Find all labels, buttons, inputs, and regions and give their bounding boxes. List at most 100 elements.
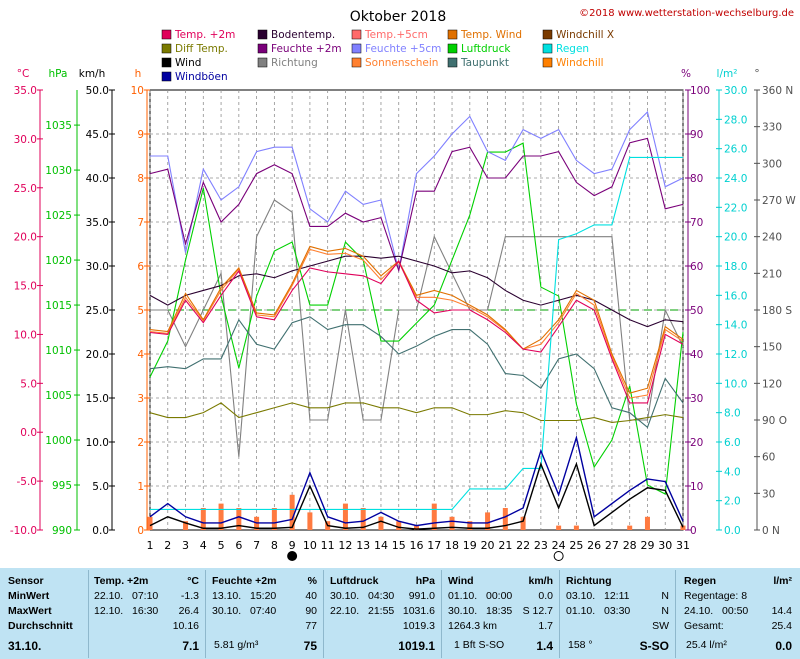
wind-min-time: 00:00 <box>486 590 513 602</box>
rain-tick-label: 28.0 <box>724 114 747 126</box>
day-label: 20 <box>481 539 495 552</box>
temp-unit: °C <box>187 575 199 587</box>
sensor-row-avg: Durchschnitt <box>8 620 73 632</box>
axes: 35.030.025.020.015.010.05.00.0-5.0-10.0°… <box>10 68 796 561</box>
hum-unit-label: % <box>681 68 691 80</box>
dir-tick-label: 300 <box>762 158 782 170</box>
dir-tick-label: 60 <box>762 452 775 464</box>
rain-unit: l/m² <box>773 575 792 587</box>
series-richtung <box>150 199 684 457</box>
rain-total-label: Gesamt: <box>684 620 724 632</box>
wind-tick-label: 50.0 <box>86 85 109 97</box>
dir-max: N <box>661 605 669 617</box>
day-label: 3 <box>182 539 189 552</box>
hum-min-date: 13.10. <box>212 590 242 602</box>
summary-rain-col: Regen l/m² Regentage: 8 24.10. 00:50 14.4 G… <box>684 568 792 659</box>
rain-tick-label: 30.0 <box>724 85 747 97</box>
legend-swatch <box>257 43 268 54</box>
sensor-row-max: MaxWert <box>8 605 52 617</box>
rain-tick-label: 6.0 <box>724 437 741 449</box>
day-label: 18 <box>445 539 459 552</box>
day-label: 2 <box>164 539 171 552</box>
sunshine-bar <box>396 521 402 530</box>
rain-max: 14.4 <box>771 605 792 617</box>
sunshine-bar <box>307 512 313 530</box>
wind-max: S 12.7 <box>522 605 553 617</box>
dir-title: Richtung <box>566 575 612 587</box>
hum-tick-label: 40 <box>690 349 703 361</box>
day-label: 22 <box>516 539 530 552</box>
day-label: 6 <box>235 539 242 552</box>
legend-label: Wind <box>175 57 201 69</box>
wind-tick-label: 15.0 <box>86 393 109 405</box>
day-label: 16 <box>410 539 424 552</box>
legend-swatch <box>161 57 172 68</box>
wind-tick-label: 40.0 <box>86 173 109 185</box>
legend-label: Sonnenschein <box>365 57 438 69</box>
press-max-time: 21:55 <box>368 605 395 617</box>
temp-tick-label: 10.0 <box>14 329 37 341</box>
day-label: 12 <box>338 539 352 552</box>
wind-min-date: 01.10. <box>448 590 478 602</box>
sun-tick-label: 2 <box>137 437 144 449</box>
temp-tick-label: -5.0 <box>17 476 38 488</box>
legend-label: Richtung <box>271 57 318 69</box>
hum-tick-label: 60 <box>690 261 703 273</box>
sunshine-bar <box>573 525 579 530</box>
press-tick-label: 1015 <box>45 300 72 312</box>
temp-max-time: 16:30 <box>132 605 159 617</box>
series-regen <box>150 156 683 511</box>
rain-tick-label: 16.0 <box>724 290 747 302</box>
hum-max: 90 <box>305 605 317 617</box>
summary-press-col: Luftdruck hPa 30.10. 04:30 991.0 22.10. 21:5… <box>330 568 438 659</box>
press-tick-label: 1025 <box>45 210 72 222</box>
hum-tick-label: 100 <box>690 85 710 97</box>
legend-label: Taupunkt <box>460 57 509 69</box>
rain-tick-label: 0.0 <box>724 525 741 537</box>
legend-swatch <box>542 29 553 40</box>
summary-hum-col: Feuchte +2m% 13.10. 15:20 40 30.10. 07:40 90… <box>212 568 320 659</box>
legend-label: Windchill X <box>556 29 614 41</box>
wind-tick-label: 25.0 <box>86 305 109 317</box>
temp-max-date: 12.10. <box>94 605 124 617</box>
day-label: 11 <box>321 539 335 552</box>
series-windb-en <box>149 434 684 527</box>
temp-tick-label: 30.0 <box>14 134 37 146</box>
press-tick-label: 995 <box>52 480 72 492</box>
sun-tick-label: 5 <box>137 305 144 317</box>
sunshine-bar <box>147 516 153 530</box>
dir-tick-label: 90 O <box>762 415 787 427</box>
series-taupunkt <box>149 316 684 429</box>
legend-swatch <box>257 29 268 40</box>
press-max: 1031.6 <box>402 605 435 617</box>
sensor-row-min: MinWert <box>8 590 50 602</box>
sunshine-bar <box>644 516 650 530</box>
sunshine-bar <box>378 516 384 530</box>
series-feuchte-2m <box>149 137 684 273</box>
sunshine-bar <box>502 508 508 530</box>
summary-temp-col: Temp. +2m °C 22.10. 07:10 -1.3 12.10. 16:30 2… <box>94 568 202 659</box>
plot-area <box>147 110 686 530</box>
legend-label: Regen <box>556 43 589 55</box>
wind-bft: 1 Bft S-SO <box>454 639 505 651</box>
hum-avg: 77 <box>305 620 317 632</box>
series-wind <box>149 461 684 530</box>
series-temp-2m <box>149 260 684 404</box>
legend-swatch <box>257 57 268 68</box>
wind-max-date: 30.10. <box>448 605 478 617</box>
hum-title: Feuchte +2m <box>212 575 277 587</box>
sunshine-bar <box>627 525 633 530</box>
wind-max-time: 18:35 <box>486 605 513 617</box>
day-label: 21 <box>498 539 512 552</box>
sunshine-bar <box>360 508 366 530</box>
sunshine-bar <box>414 525 419 530</box>
series-luftdruck <box>149 142 684 495</box>
day-label: 19 <box>463 539 477 552</box>
copyright-link[interactable]: ©2018 www.wetterstation-wechselburg.de <box>579 8 794 19</box>
rain-tick-label: 4.0 <box>724 466 741 478</box>
day-label: 17 <box>427 539 441 552</box>
press-tick-label: 1005 <box>45 390 72 402</box>
sunshine-bar <box>467 521 473 530</box>
hum-tick-label: 20 <box>690 437 703 449</box>
sunshine-bar <box>520 516 526 530</box>
